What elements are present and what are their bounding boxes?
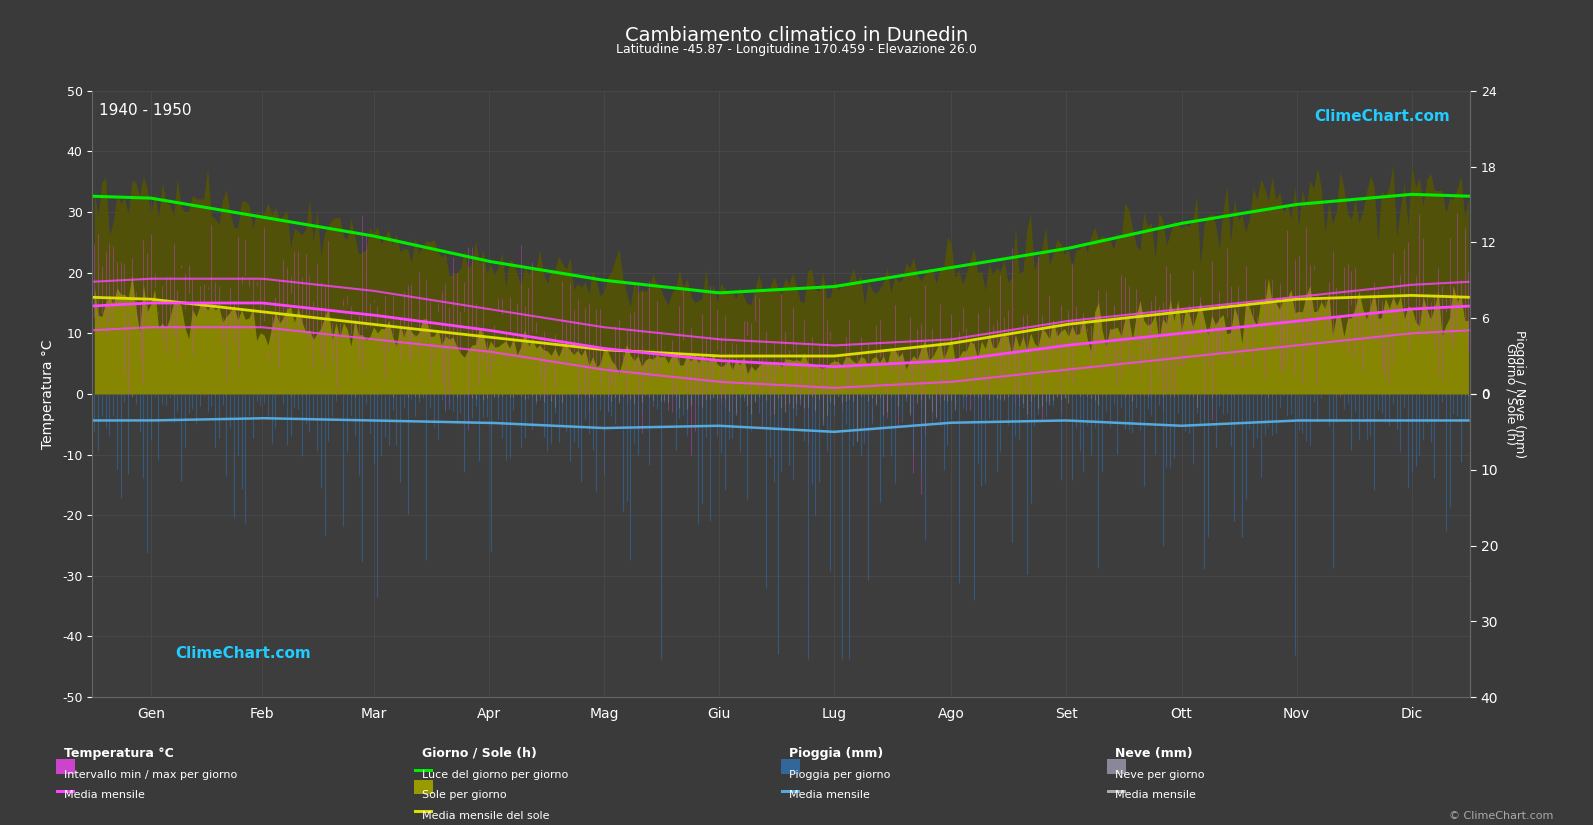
Text: Media mensile: Media mensile: [789, 790, 870, 800]
Text: 1940 - 1950: 1940 - 1950: [99, 103, 191, 118]
Text: Neve (mm): Neve (mm): [1115, 747, 1193, 760]
Text: Media mensile del sole: Media mensile del sole: [422, 811, 550, 821]
Text: ClimeChart.com: ClimeChart.com: [175, 646, 311, 661]
Text: Sole per giorno: Sole per giorno: [422, 790, 507, 800]
Text: © ClimeChart.com: © ClimeChart.com: [1448, 811, 1553, 821]
Y-axis label: Temperatura °C: Temperatura °C: [41, 339, 56, 449]
Text: Pioggia per giorno: Pioggia per giorno: [789, 770, 890, 780]
Text: Neve per giorno: Neve per giorno: [1115, 770, 1204, 780]
Text: Media mensile: Media mensile: [1115, 790, 1196, 800]
Text: Giorno / Sole (h): Giorno / Sole (h): [422, 747, 537, 760]
Text: Latitudine -45.87 - Longitudine 170.459 - Elevazione 26.0: Latitudine -45.87 - Longitudine 170.459 …: [616, 43, 977, 56]
Text: Temperatura °C: Temperatura °C: [64, 747, 174, 760]
Text: ClimeChart.com: ClimeChart.com: [1314, 109, 1450, 124]
Y-axis label: Pioggia / Neve (mm): Pioggia / Neve (mm): [1513, 330, 1526, 458]
Text: Luce del giorno per giorno: Luce del giorno per giorno: [422, 770, 569, 780]
Y-axis label: Giorno / Sole (h): Giorno / Sole (h): [1504, 343, 1518, 445]
Text: Intervallo min / max per giorno: Intervallo min / max per giorno: [64, 770, 237, 780]
Text: Media mensile: Media mensile: [64, 790, 145, 800]
Text: Pioggia (mm): Pioggia (mm): [789, 747, 883, 760]
Text: Cambiamento climatico in Dunedin: Cambiamento climatico in Dunedin: [624, 26, 969, 45]
